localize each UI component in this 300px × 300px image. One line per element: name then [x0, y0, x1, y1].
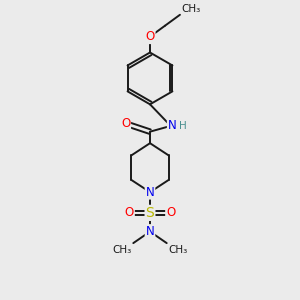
Text: CH₃: CH₃: [168, 245, 188, 255]
Text: O: O: [146, 30, 154, 43]
Text: CH₃: CH₃: [182, 4, 201, 14]
Text: N: N: [146, 186, 154, 199]
Text: O: O: [166, 206, 176, 219]
Text: O: O: [121, 117, 130, 130]
Text: H: H: [179, 121, 187, 131]
Text: S: S: [146, 206, 154, 220]
Text: O: O: [124, 206, 134, 219]
Text: N: N: [146, 225, 154, 238]
Text: N: N: [168, 119, 176, 132]
Text: CH₃: CH₃: [112, 245, 132, 255]
